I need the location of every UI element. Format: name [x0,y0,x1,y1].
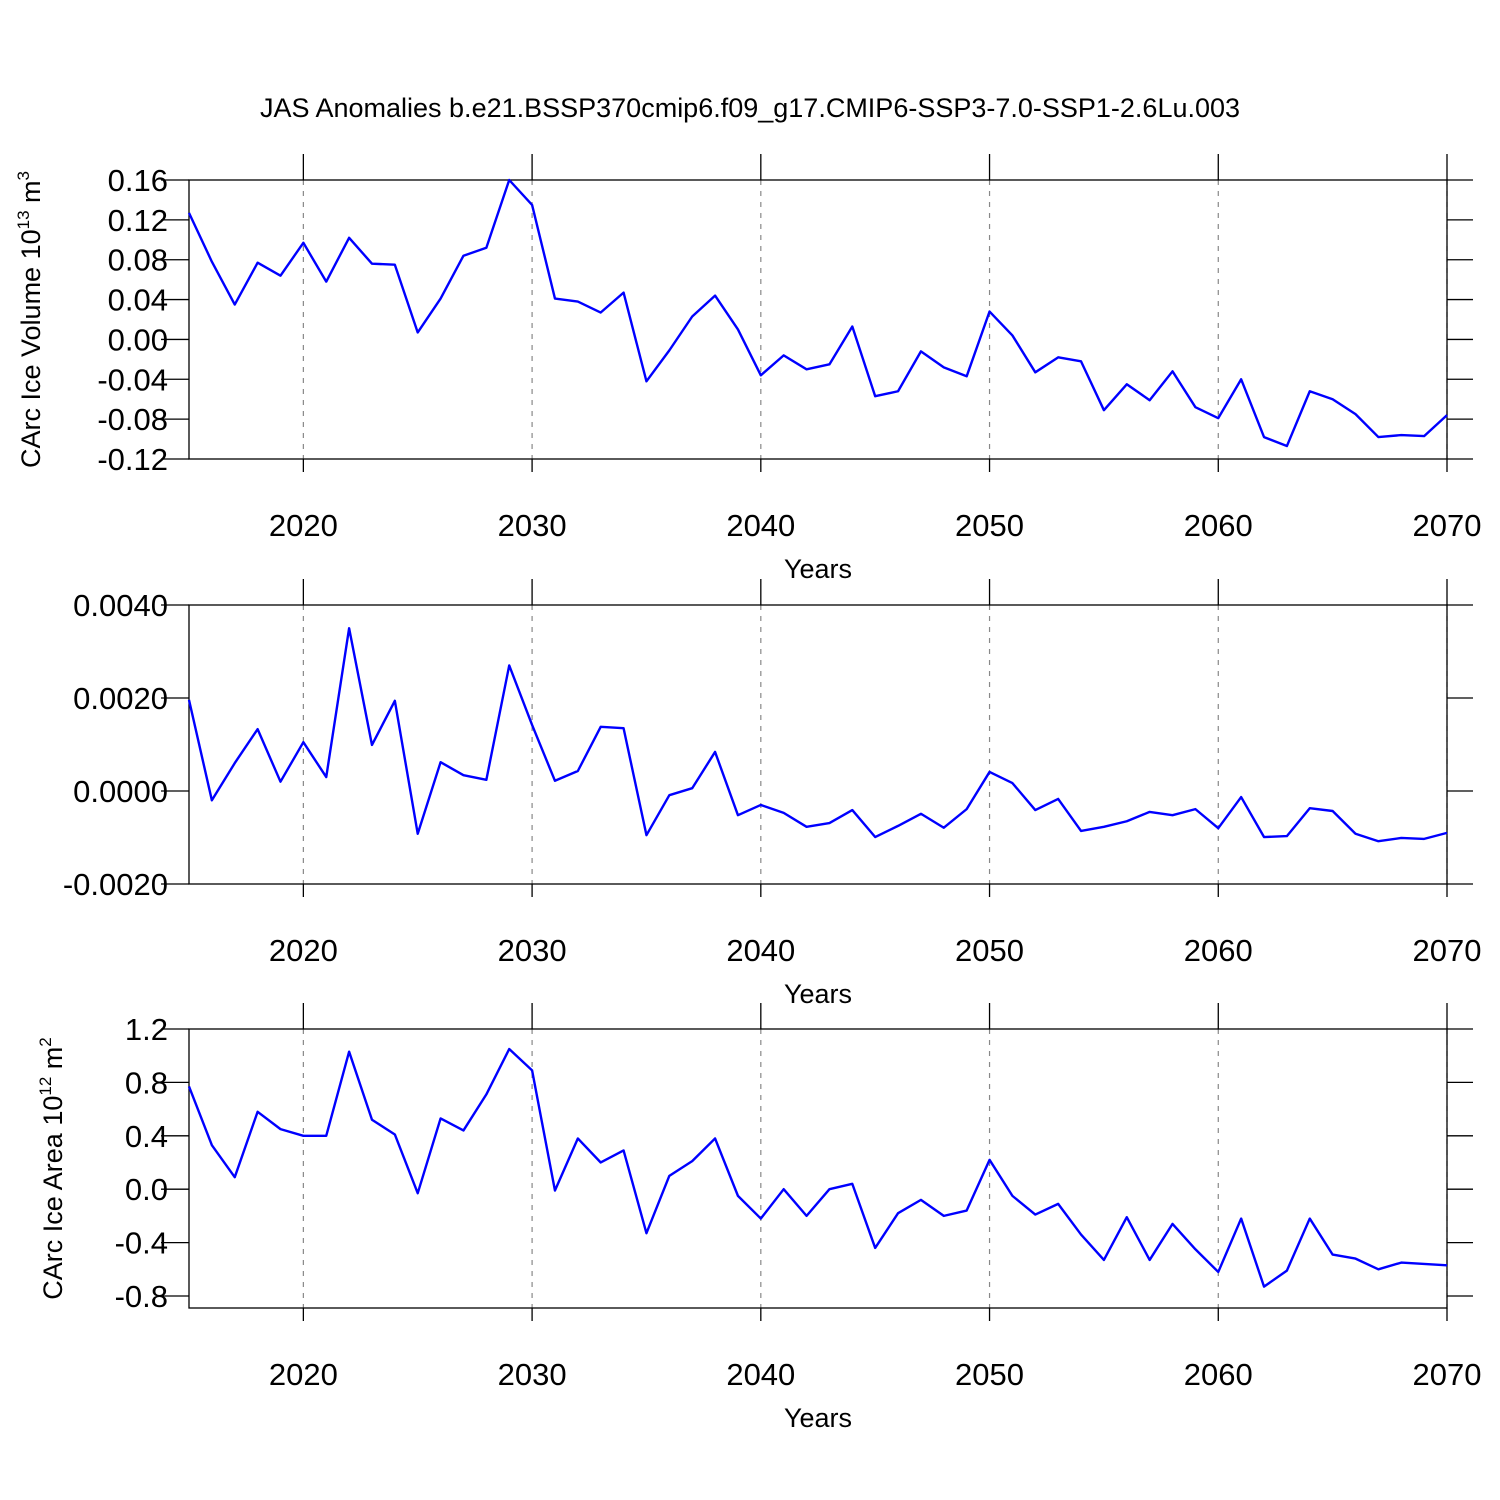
data-line [187,627,1448,843]
y-tick-label: -0.0020 [63,867,168,902]
y-tick-label: 0.04 [108,283,168,318]
y-axis-label-exp: 13 [14,210,33,229]
y-tick-label: 0.16 [108,163,168,198]
plot-frame [188,179,1448,460]
x-tick-label: 2030 [498,1357,567,1392]
y-tick-label: -0.8 [115,1279,168,1314]
y-axis-label-unit-exp: 3 [14,171,33,180]
y-axis-label-text: CArc Ice Volume 10 [16,229,46,468]
plot-frame [188,1028,1448,1309]
x-axis-label: Years [784,979,852,1009]
panel: 2020 2030 2040 2050 2060 2070 0.16 0.12 0.08 0.04… [14,154,1481,584]
x-axis-label: Years [784,1403,852,1433]
x-axis-label: Years [784,554,852,584]
y-tick-label: 0.12 [108,203,168,238]
y-tick-label: 0.0000 [73,774,168,809]
x-tick-label: 2030 [498,933,567,968]
y-tick-label: 0.0040 [73,588,168,623]
x-tick-label: 2020 [269,508,338,543]
y-tick-label: 0.4 [125,1119,168,1154]
y-tick-label: 0.8 [125,1065,168,1100]
y-axis-label-unit-exp: 2 [36,1037,55,1046]
y-tick-label: 0.0 [125,1172,168,1207]
x-tick-label: 2070 [1413,933,1482,968]
y-tick-label: 1.2 [125,1012,168,1047]
x-tick-label: 2070 [1413,508,1482,543]
y-tick-label: 0.0020 [73,681,168,716]
y-axis-label: CArc Ice Area 1012 m2 [36,1037,68,1300]
x-tick-label: 2070 [1413,1357,1482,1392]
x-tick-label: 2060 [1184,1357,1253,1392]
plot-frame [188,604,1448,885]
y-axis-label-text: CArc Ice Area 10 [38,1096,68,1300]
x-tick-label: 2050 [955,933,1024,968]
data-line [187,178,1448,448]
panel: 2020 2030 2040 2050 2060 2070 0.0040 0.0020 0.00… [63,579,1482,1009]
y-axis-label-exp: 12 [36,1077,55,1096]
y-tick-label: -0.4 [115,1226,168,1261]
x-tick-label: 2050 [955,508,1024,543]
chart-title: JAS Anomalies b.e21.BSSP370cmip6.f09_g17… [260,93,1240,123]
x-tick-label: 2020 [269,1357,338,1392]
x-tick-label: 2030 [498,508,567,543]
x-tick-label: 2040 [726,1357,795,1392]
y-axis-label-unit: m [38,1047,68,1077]
y-tick-label: -0.12 [97,442,168,477]
y-axis-label-unit: m [16,180,46,210]
y-tick-label: 0.08 [108,243,168,278]
data-line [187,1047,1448,1288]
x-tick-label: 2060 [1184,933,1253,968]
y-tick-label: -0.08 [97,402,168,437]
y-tick-label: 0.00 [108,322,168,357]
y-axis-label: CArc Ice Volume 1013 m3 [14,171,46,468]
x-tick-label: 2060 [1184,508,1253,543]
x-tick-label: 2050 [955,1357,1024,1392]
y-tick-label: -0.04 [97,362,168,397]
x-tick-label: 2040 [726,933,795,968]
panel: 2020 2030 2040 2050 2060 2070 1.2 0.8 0.4 0.0 -0.4… [36,1003,1481,1433]
x-tick-label: 2020 [269,933,338,968]
x-tick-label: 2040 [726,508,795,543]
